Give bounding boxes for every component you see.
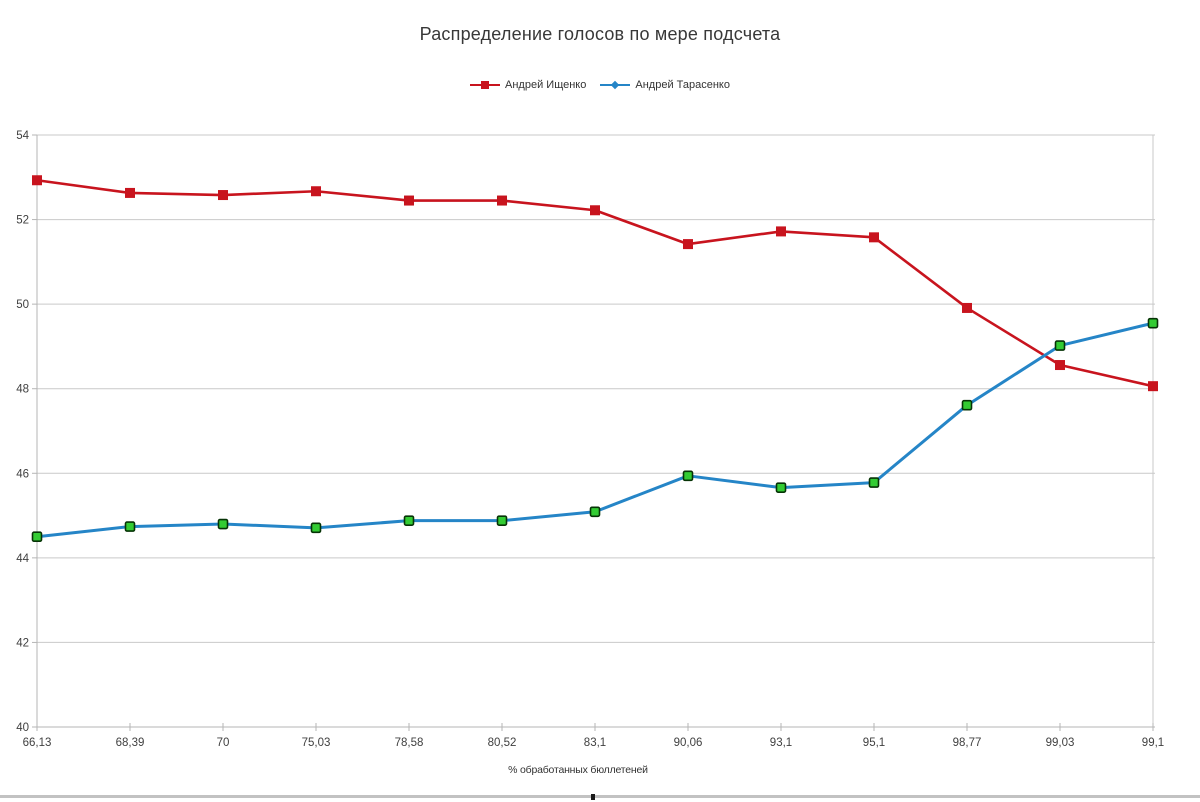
data-point-marker [404,195,414,206]
x-tick-label: 78,58 [395,737,424,749]
x-tick-label: 83,1 [584,737,606,749]
data-point-marker [497,195,507,206]
data-point-marker [310,522,322,534]
y-tick-label: 54 [16,130,29,142]
data-point-marker [1148,381,1158,392]
x-tick-label: 93,1 [770,737,792,749]
data-point-marker [682,470,694,482]
y-tick-label: 40 [16,722,29,734]
data-point-marker [218,190,228,201]
x-tick-label: 95,1 [863,737,885,749]
data-point-marker [32,175,42,186]
legend-item-tarasenko: Андрей Тарасенко [600,79,730,91]
y-tick-label: 48 [16,384,29,396]
data-point-marker [961,399,973,411]
data-point-marker [868,477,880,488]
legend: Андрей Ищенко Андрей Тарасенко [0,79,1200,91]
x-tick-label: 70 [217,737,230,749]
x-tick-label: 68,39 [116,737,145,749]
x-tick-label: 99,1 [1142,737,1164,749]
x-tick-label: 75,03 [302,737,331,749]
data-point-marker [869,232,879,243]
x-axis-title: % обработанных бюллетеней [508,764,648,776]
data-point-marker [683,239,693,250]
data-point-marker [31,531,43,543]
data-point-marker [1055,360,1065,371]
data-point-marker [217,518,229,530]
legend-square-marker-icon [470,80,501,90]
legend-label: Андрей Тарасенко [635,79,730,91]
data-point-marker [311,186,321,197]
series-line-tarasenko [36,321,1154,539]
data-point-marker [775,482,787,493]
x-tick-label: 98,77 [953,737,982,749]
video-progress-bar[interactable] [0,794,1200,802]
data-point-marker [1054,340,1066,351]
y-tick-label: 50 [16,299,29,311]
y-tick-label: 46 [16,468,29,480]
data-point-marker [125,187,135,198]
data-point-marker [590,205,600,216]
data-point-marker [589,506,601,518]
legend-label: Андрей Ищенко [505,79,587,91]
x-tick-label: 80,52 [488,737,517,749]
y-tick-label: 42 [16,637,29,649]
progress-track[interactable] [0,795,1200,798]
y-tick-label: 44 [16,553,29,565]
data-point-marker [1147,317,1159,329]
progress-handle[interactable] [591,794,595,800]
data-point-marker [124,521,136,532]
y-tick-label: 52 [16,215,29,227]
data-point-marker [403,515,415,526]
x-tick-label: 90,06 [674,737,703,749]
legend-item-ishchenko: Андрей Ищенко [470,79,586,91]
chart-title: Распределение голосов по мере подсчета [419,24,781,44]
data-point-marker [962,302,972,313]
data-point-marker [496,515,508,526]
legend-diamond-marker-icon [600,80,631,90]
x-tick-label: 66,13 [23,737,52,749]
data-point-marker [776,226,786,237]
x-tick-label: 99,03 [1046,737,1075,749]
